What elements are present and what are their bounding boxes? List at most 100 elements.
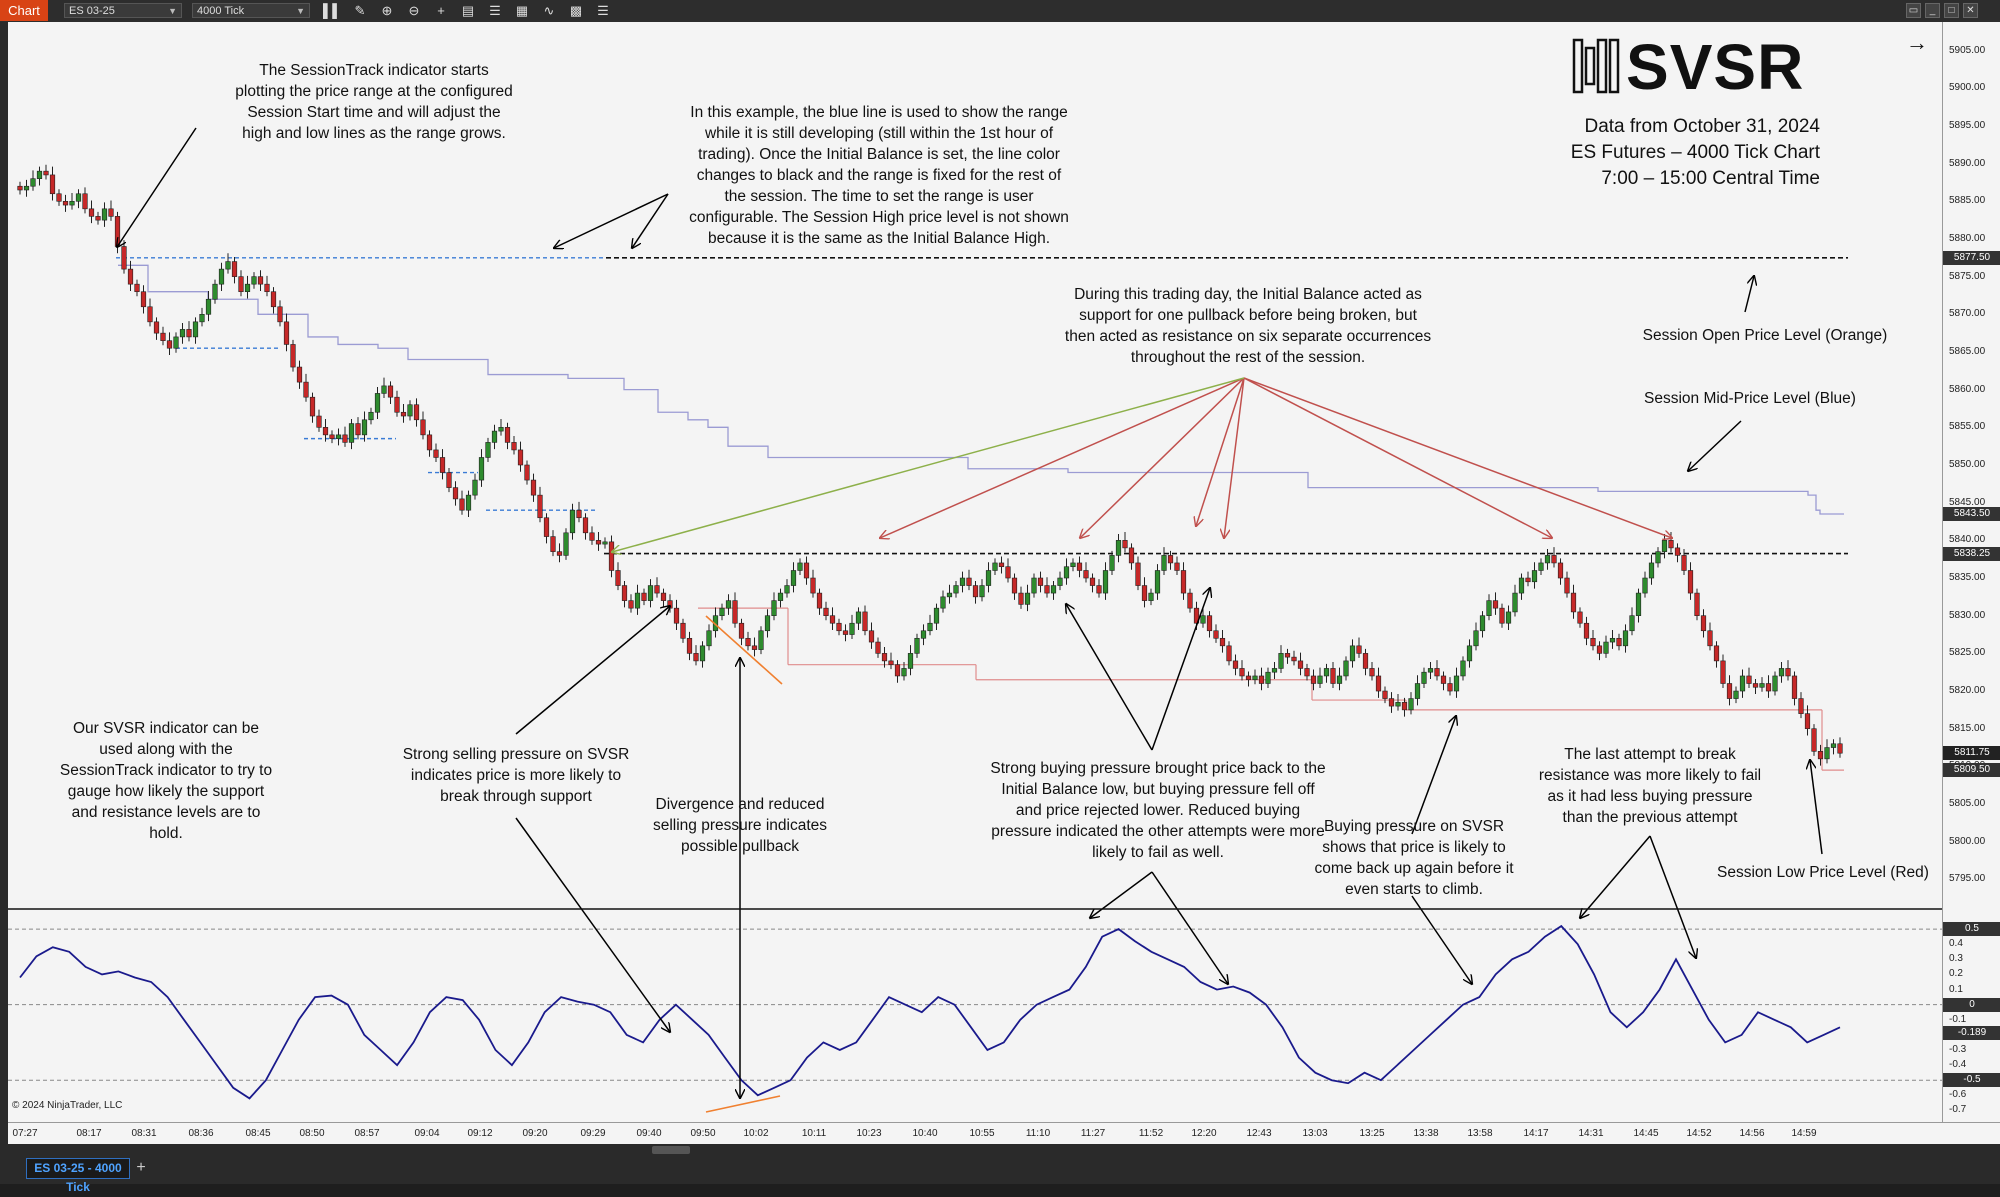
- candle-body: [1005, 566, 1011, 579]
- indicator-tick: -0.6: [1949, 1089, 1967, 1101]
- candle-body: [1622, 630, 1629, 647]
- arrow: [117, 127, 197, 247]
- price-tick: 5845.00: [1949, 496, 1986, 508]
- drawing-tool-icon[interactable]: ✎: [354, 3, 366, 18]
- price-axis[interactable]: 5905.00 5900.00 5895.00 5890.00 5885.00 5880.…: [1942, 22, 2000, 1122]
- close-icon[interactable]: ✕: [1963, 3, 1978, 18]
- bar-type-icon[interactable]: ▌▌: [323, 3, 342, 18]
- price-tick: 5800.00: [1949, 835, 1986, 847]
- candle-body: [465, 494, 472, 511]
- indicators-icon[interactable]: ∿: [543, 3, 555, 18]
- candle-body: [1752, 683, 1759, 688]
- candle-body: [1440, 675, 1447, 684]
- candle-body: [1486, 600, 1492, 616]
- time-tick: 09:04: [414, 1128, 440, 1139]
- candle-body: [693, 653, 699, 662]
- tile-icon[interactable]: ▭: [1906, 3, 1921, 18]
- candle-body: [264, 283, 270, 293]
- candle-body: [771, 600, 777, 616]
- arrow-right-icon[interactable]: →: [1906, 30, 1928, 55]
- candle-body: [1531, 570, 1538, 583]
- templates-icon[interactable]: ☰: [597, 3, 609, 18]
- zoom-in-icon[interactable]: ⊕: [381, 3, 393, 18]
- candle-body: [1252, 675, 1258, 681]
- candle-body: [1024, 592, 1031, 605]
- data-box-icon[interactable]: ▤: [461, 3, 475, 18]
- divergence-line-svsr: [705, 1095, 781, 1113]
- note-session-mid: Session Mid-Price Level (Blue): [1644, 390, 1856, 407]
- time-axis[interactable]: 07:27 08:17 08:31 08:36 08:45 08:50 08:57 09:04…: [8, 1122, 2000, 1144]
- tab-es-4000-tick[interactable]: ES 03-25 - 4000 Tick: [26, 1158, 130, 1194]
- instrument-label: ES 03-25: [69, 5, 115, 17]
- candle-body: [1739, 675, 1746, 692]
- candle-body: [992, 562, 998, 571]
- note-session-low: Session Low Price Level (Red): [1717, 864, 1929, 881]
- candle-body: [1811, 728, 1817, 752]
- candle-body: [1733, 690, 1739, 699]
- candle-body: [550, 536, 556, 552]
- candle-body: [238, 276, 244, 293]
- instrument-selector[interactable]: ES 03-25 ▼: [64, 3, 182, 18]
- chart-menu-button[interactable]: Chart: [0, 0, 48, 21]
- candle-body: [745, 637, 751, 647]
- price-tick: 5820.00: [1949, 685, 1986, 697]
- candle-body: [647, 585, 654, 601]
- price-tick: 5905.00: [1949, 44, 1986, 56]
- candle-body: [972, 585, 979, 598]
- candle-body: [56, 193, 62, 202]
- indicator-tick: -0.1: [1949, 1013, 1967, 1025]
- minimize-icon[interactable]: _: [1925, 3, 1940, 18]
- toolbar: Chart ES 03-25 ▼ 4000 Tick ▼ ▌▌ ✎ ⊕ ⊖ + ▤ …: [0, 0, 2000, 23]
- price-tick: 5830.00: [1949, 609, 1986, 621]
- candle-body: [1544, 555, 1551, 564]
- strategies-icon[interactable]: ▦: [515, 3, 529, 18]
- price-tick: 5890.00: [1949, 157, 1986, 169]
- indicator-tick: -0.3: [1949, 1044, 1967, 1055]
- candle-body: [381, 385, 387, 394]
- candle-body: [615, 570, 621, 586]
- candle-body: [472, 479, 478, 496]
- time-tick: 10:23: [856, 1128, 882, 1139]
- candle-body: [1642, 577, 1648, 594]
- candle-body: [673, 607, 680, 624]
- time-tick: 10:40: [912, 1128, 938, 1139]
- left-edge: [0, 22, 8, 1144]
- indicator-tick: 0.3: [1949, 953, 1963, 965]
- maximize-icon[interactable]: □: [1944, 3, 1959, 18]
- candle-body: [621, 585, 628, 601]
- time-tick: 08:50: [299, 1128, 325, 1139]
- time-tick: 14:45: [1633, 1128, 1659, 1139]
- candle-body: [1427, 668, 1434, 673]
- note-buying-svsr: Buying pressure on SVSR shows that price…: [1314, 818, 1514, 898]
- zoom-out-icon[interactable]: ⊖: [408, 3, 420, 18]
- candle-body: [537, 494, 543, 519]
- chart-panel[interactable]: SVSR → Data from October 31, 2024 ES Fut…: [8, 22, 1950, 1122]
- candle-body: [192, 321, 199, 338]
- candle-body: [335, 434, 342, 439]
- arrow: [880, 377, 1245, 538]
- candle-body: [1382, 690, 1388, 699]
- scrollbar-thumb[interactable]: [652, 1146, 690, 1154]
- time-tick: 09:29: [580, 1128, 606, 1139]
- add-tab-icon[interactable]: +: [136, 1159, 146, 1176]
- price-flag: 5809.50: [1943, 763, 2000, 778]
- candle-body: [855, 611, 862, 624]
- properties-icon[interactable]: ▩: [569, 3, 583, 18]
- chart-trader-icon[interactable]: ☰: [489, 3, 501, 18]
- price-flag: 5843.50: [1943, 506, 2000, 521]
- candle-body: [1713, 645, 1720, 662]
- candle-body: [1765, 683, 1772, 692]
- header-line-3: 7:00 – 15:00 Central Time: [1601, 168, 1820, 189]
- candle-body: [1694, 592, 1700, 616]
- copyright-text: © 2024 NinjaTrader, LLC: [12, 1100, 123, 1111]
- candle-body: [387, 385, 394, 398]
- horizontal-scrollbar[interactable]: [0, 1144, 2000, 1156]
- candle-body: [582, 517, 589, 534]
- candle-body: [316, 415, 322, 428]
- crosshair-icon[interactable]: +: [437, 3, 445, 18]
- candle-body: [355, 423, 361, 436]
- candle-body: [784, 585, 790, 594]
- arrow: [1151, 588, 1210, 751]
- interval-selector[interactable]: 4000 Tick ▼: [192, 3, 310, 18]
- candle-body: [1297, 660, 1304, 669]
